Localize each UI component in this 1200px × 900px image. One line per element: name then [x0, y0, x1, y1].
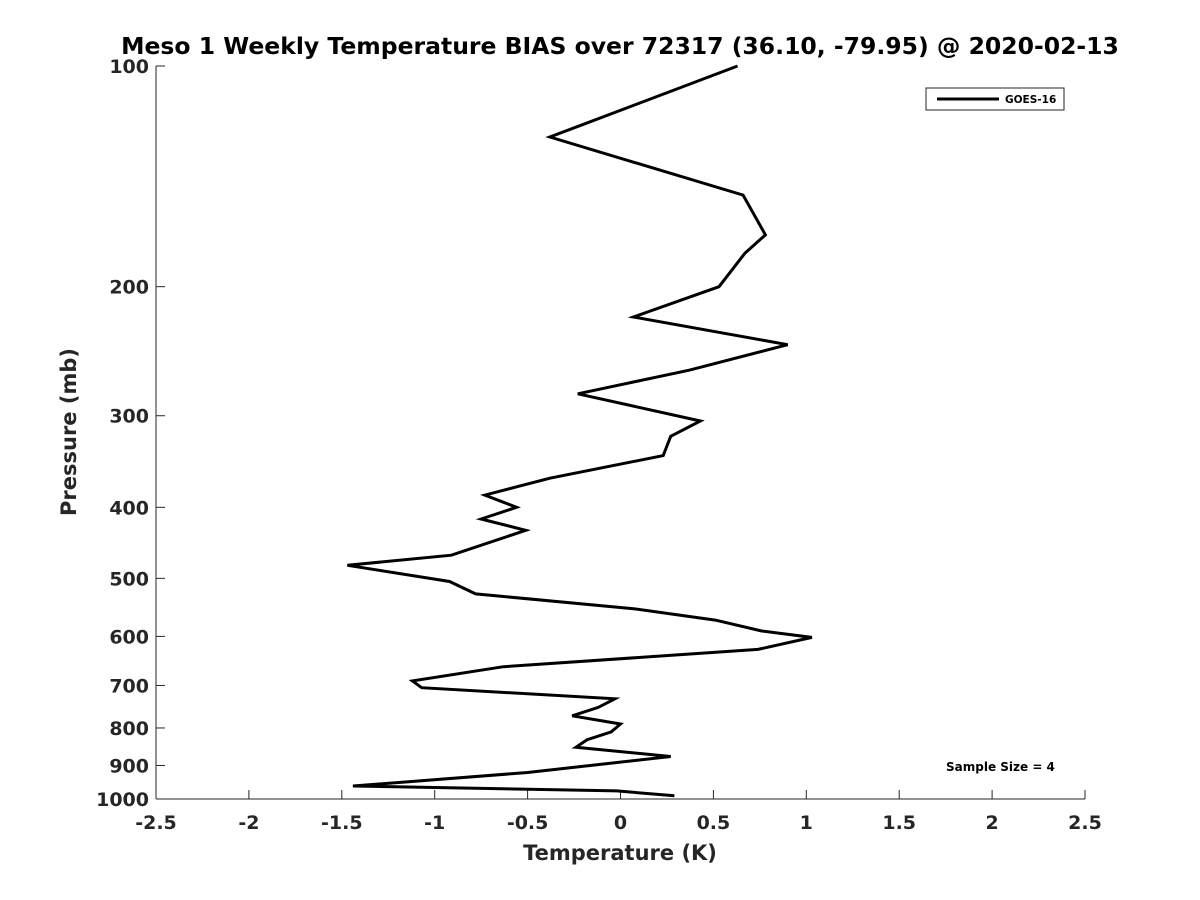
legend-label-goes-16: GOES-16	[1005, 94, 1056, 106]
chart-title: Meso 1 Weekly Temperature BIAS over 7231…	[121, 32, 1119, 60]
y-tick-label: 400	[109, 497, 149, 519]
plot-frame	[155, 66, 1085, 800]
y-tick-label: 500	[109, 568, 149, 590]
series-line-goes-16	[347, 64, 813, 798]
x-tick-label: 2.5	[1068, 812, 1102, 834]
y-tick-label: 800	[109, 718, 149, 740]
series-layer	[347, 64, 813, 798]
x-tick-label: 1	[800, 812, 813, 834]
y-tick-label: 1000	[96, 789, 149, 811]
x-tick-label: -0.5	[507, 812, 549, 834]
x-tick-label: -1	[424, 812, 445, 834]
x-ticks: -2.5 -2 -1.5 -1 -0.5 0 0.5 1 1.5 2 2.5	[135, 790, 1102, 834]
y-ticks: 100 200 300 400 500 600 700 800 900 1000	[96, 56, 165, 811]
x-tick-label: 0.5	[697, 812, 731, 834]
y-axis-label: Pressure (mb)	[57, 348, 81, 516]
y-tick-label: 900	[109, 755, 149, 777]
x-tick-label: -2.5	[135, 812, 177, 834]
y-tick-label: 700	[109, 675, 149, 697]
x-tick-label: -2	[238, 812, 259, 834]
x-axis-label: Temperature (K)	[523, 841, 717, 865]
sample-size-annotation: Sample Size = 4	[946, 760, 1055, 774]
x-tick-label: -1.5	[321, 812, 363, 834]
x-tick-label: 2	[985, 812, 998, 834]
legend: GOES-16	[925, 87, 1065, 111]
y-tick-label: 300	[109, 406, 149, 428]
y-tick-label: 100	[109, 56, 149, 78]
y-tick-label: 200	[109, 277, 149, 299]
x-tick-label: 0	[614, 812, 627, 834]
x-tick-label: 1.5	[882, 812, 916, 834]
y-tick-label: 600	[109, 626, 149, 648]
